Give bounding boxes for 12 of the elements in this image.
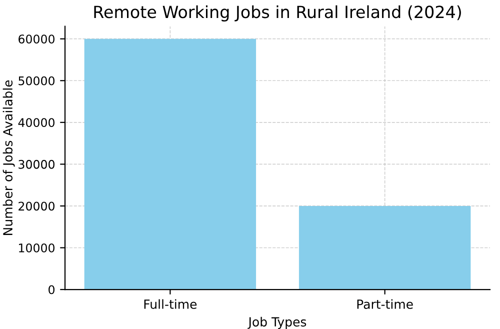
y-axis-title: Number of Jobs Available [2,80,15,235]
x-axis-title: Job Types [248,316,306,329]
chart-title: Remote Working Jobs in Rural Ireland (2024) [94,5,461,22]
y-tick-label: 30000 [18,160,54,169]
y-tick-label: 10000 [19,243,54,252]
x-tick-label: Part-time [357,299,413,309]
y-tick-label: 0 [48,285,54,294]
y-tick-label: 50000 [18,76,54,86]
x-tick-label: Full-time [144,299,197,309]
y-tick-label: 60000 [18,34,54,44]
y-tick-label: 20000 [18,202,54,211]
y-tick-label: 40000 [18,118,54,128]
